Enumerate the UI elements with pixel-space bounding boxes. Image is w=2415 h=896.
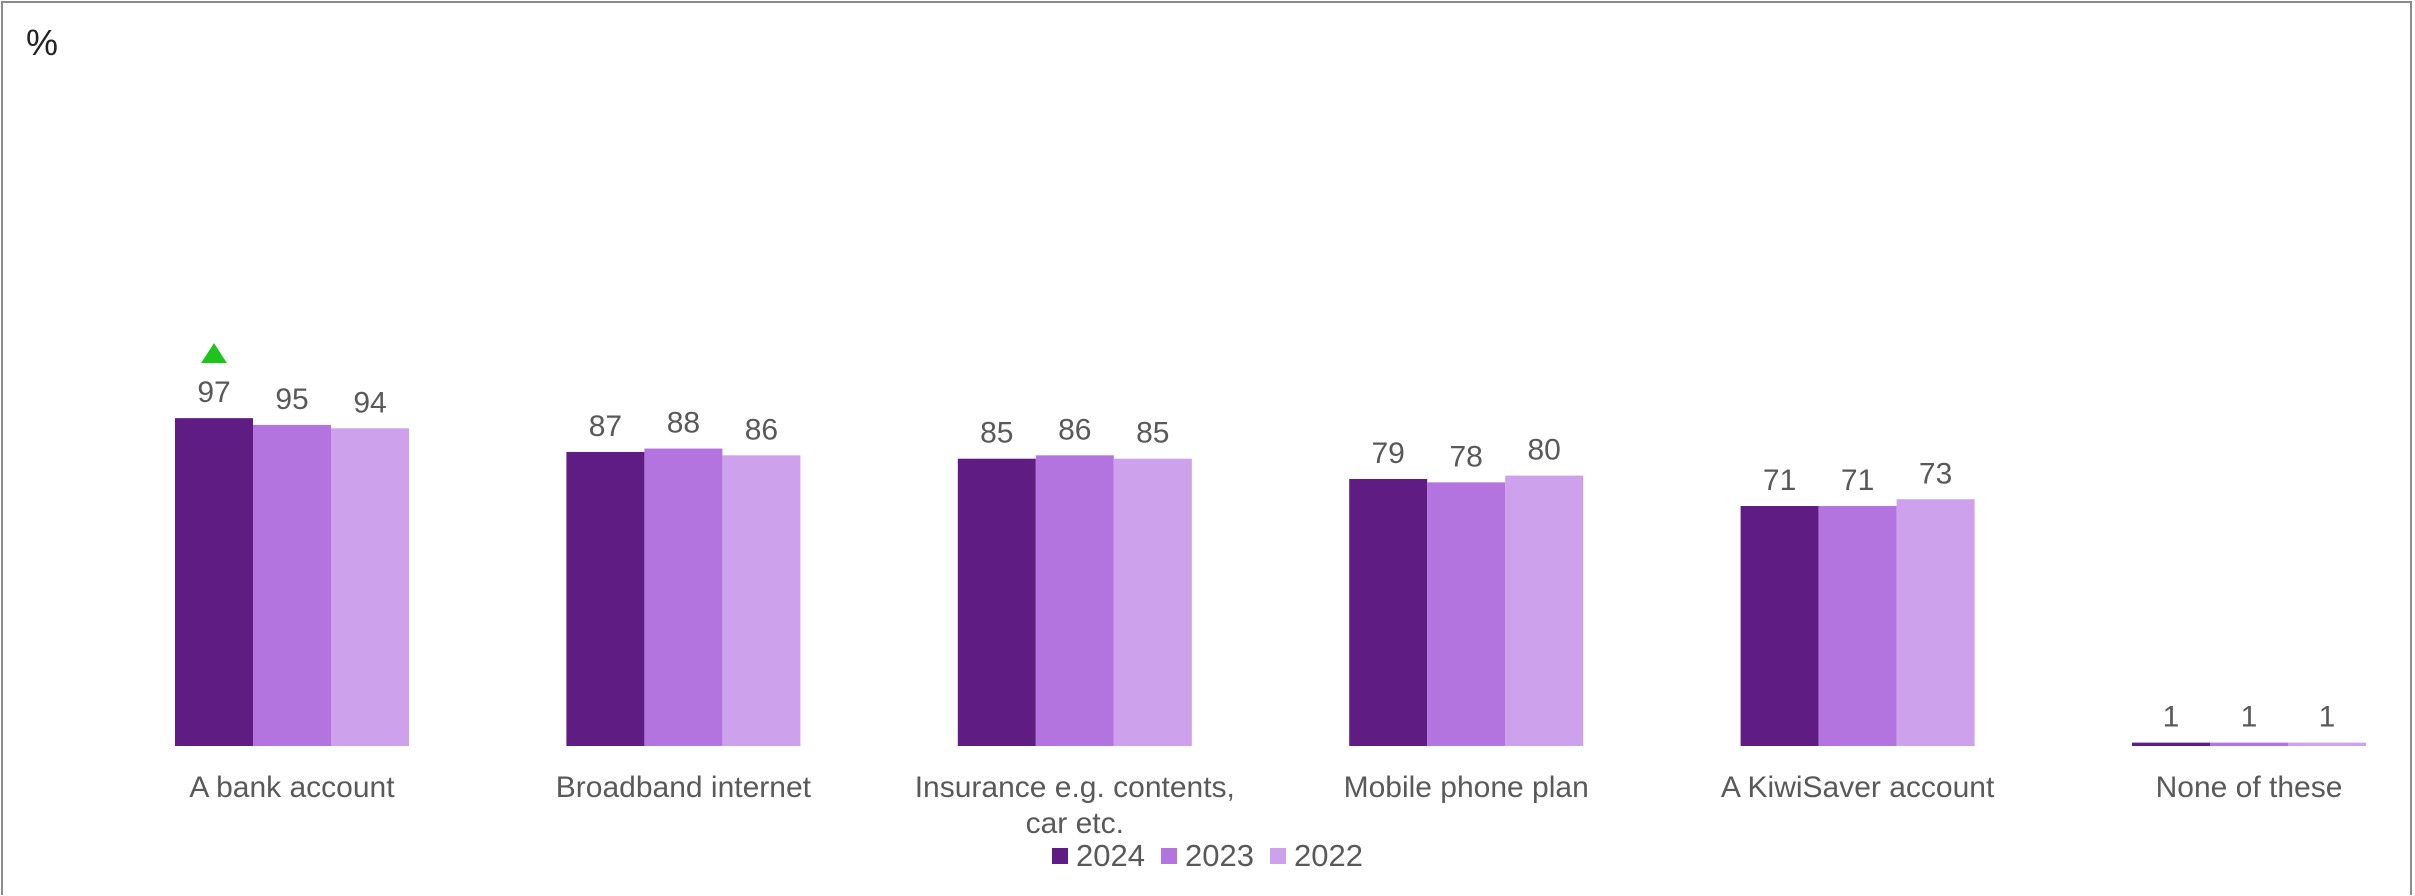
legend-item: 2023 — [1161, 838, 1254, 874]
bar — [957, 458, 1036, 746]
legend-item: 2022 — [1269, 838, 1363, 874]
data-label: 85 — [1136, 417, 1169, 450]
data-label: 86 — [1058, 413, 1091, 446]
data-label: 97 — [197, 376, 230, 409]
data-label: 86 — [745, 413, 778, 446]
up-arrow-icon — [201, 343, 227, 364]
bar — [2132, 742, 2210, 746]
data-label: 95 — [275, 383, 308, 416]
bar — [1035, 455, 1114, 746]
bar — [1896, 499, 1975, 746]
bar — [1349, 478, 1428, 746]
bar — [1818, 506, 1897, 746]
category-label: Mobile phone plan — [1344, 771, 1589, 804]
data-label: 88 — [667, 407, 700, 440]
legend-item: 2024 — [1052, 838, 1145, 874]
data-label: 79 — [1372, 437, 1405, 470]
bar — [566, 451, 645, 746]
legend-label: 2023 — [1185, 838, 1254, 873]
category-label: None of these — [2156, 771, 2343, 804]
category-label: Broadband internet — [556, 771, 812, 804]
data-label: 78 — [1450, 440, 1483, 473]
bar — [2288, 742, 2366, 746]
data-label: 87 — [589, 410, 622, 443]
bar — [1427, 482, 1506, 746]
chart-legend: 2024 2023 2022 — [0, 836, 2415, 874]
bar — [722, 455, 801, 746]
bar — [175, 418, 253, 746]
data-label: 80 — [1528, 434, 1561, 467]
bar — [1505, 475, 1584, 746]
data-label: 1 — [2163, 701, 2180, 734]
bar — [1113, 458, 1192, 746]
legend-label: 2022 — [1293, 838, 1363, 873]
bar — [331, 428, 409, 746]
bar — [644, 448, 723, 746]
data-label: 94 — [353, 386, 386, 419]
data-label: 73 — [1919, 457, 1952, 490]
bar — [2210, 742, 2288, 746]
legend-label: 2024 — [1076, 838, 1146, 873]
data-label: 85 — [980, 417, 1013, 450]
data-label: 71 — [1841, 464, 1874, 497]
legend-swatch — [1052, 848, 1069, 864]
category-label: A bank account — [189, 771, 395, 804]
bar — [253, 424, 331, 746]
category-label: Insurance e.g. contents, car etc. — [915, 771, 1235, 840]
data-label: 1 — [2319, 701, 2336, 734]
bar — [1740, 506, 1819, 746]
category-label: A KiwiSaver account — [1721, 771, 1995, 804]
data-label: 71 — [1763, 464, 1796, 497]
legend-swatch — [1269, 848, 1286, 864]
legend-swatch — [1161, 848, 1178, 864]
unit-label: % — [26, 22, 59, 63]
data-label: 1 — [2241, 701, 2258, 734]
